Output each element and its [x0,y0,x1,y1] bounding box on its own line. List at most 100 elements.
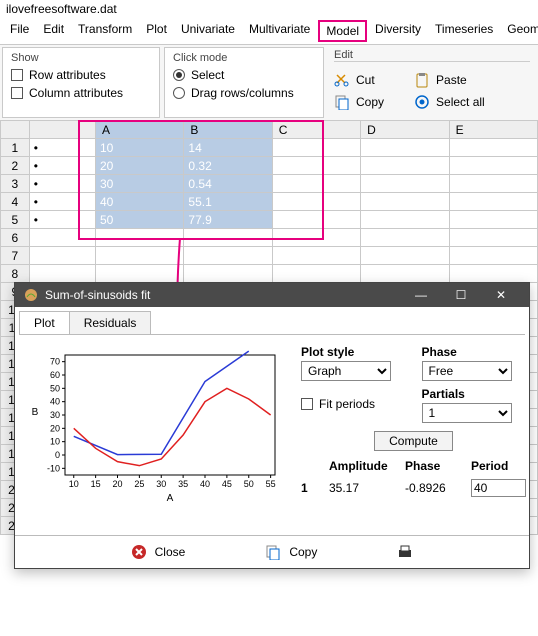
menu-multivariate[interactable]: Multivariate [243,20,316,42]
cell[interactable] [361,247,449,265]
maximize-button[interactable]: ☐ [441,288,481,302]
cell[interactable] [361,175,449,193]
drag-radio-label: Drag rows/columns [191,86,294,100]
select-radio[interactable]: Select [173,68,315,82]
col-header-A[interactable]: A [96,121,184,139]
paste-button[interactable]: Paste [414,72,485,88]
cell[interactable]: 0.32 [184,157,272,175]
cell[interactable] [361,157,449,175]
cell[interactable]: 20 [96,157,184,175]
row-header[interactable]: 4 [1,193,30,211]
close-button[interactable]: Close [131,544,186,560]
cell[interactable] [449,229,537,247]
result-phase: -0.8926 [405,481,455,495]
cell[interactable] [272,175,360,193]
cut-label: Cut [356,73,375,87]
cell[interactable] [272,247,360,265]
row-header[interactable]: 7 [1,247,30,265]
cell[interactable] [272,211,360,229]
row-label-cell[interactable] [29,265,95,283]
cell[interactable] [449,139,537,157]
col-header-D[interactable]: D [361,121,449,139]
dialog-titlebar[interactable]: Sum-of-sinusoids fit — ☐ ✕ [15,283,529,307]
phase-select[interactable]: Free [422,361,512,381]
select-all-button[interactable]: Select all [414,94,485,110]
cell[interactable] [184,229,272,247]
fit-periods-checkbox[interactable]: Fit periods [301,397,406,411]
print-button[interactable] [397,544,413,560]
copy-results-button[interactable]: Copy [265,544,317,560]
cell[interactable] [272,157,360,175]
menu-timeseries[interactable]: Timeseries [429,20,499,42]
menu-diversity[interactable]: Diversity [369,20,427,42]
row-label-cell[interactable]: • [29,211,95,229]
row-header[interactable]: 3 [1,175,30,193]
cut-button[interactable]: Cut [334,72,384,88]
cell[interactable] [361,193,449,211]
cell[interactable] [449,193,537,211]
menu-transform[interactable]: Transform [72,20,138,42]
menu-geomet[interactable]: Geomet [501,20,538,42]
compute-button[interactable]: Compute [374,431,453,451]
cell[interactable]: 10 [96,139,184,157]
col-header-E[interactable]: E [449,121,537,139]
menu-edit[interactable]: Edit [37,20,70,42]
svg-text:50: 50 [50,383,60,393]
col-header-B[interactable]: B [184,121,272,139]
cell[interactable]: 50 [96,211,184,229]
tab-plot[interactable]: Plot [19,311,70,334]
row-attributes-checkbox[interactable]: Row attributes [11,68,151,82]
cell[interactable] [361,265,449,283]
partials-select[interactable]: 1 [422,403,512,423]
row-header[interactable]: 2 [1,157,30,175]
minimize-button[interactable]: — [401,288,441,302]
menu-model[interactable]: Model [318,20,367,42]
row-header[interactable]: 8 [1,265,30,283]
menu-file[interactable]: File [4,20,35,42]
cell[interactable] [449,247,537,265]
row-label-cell[interactable] [29,247,95,265]
cell[interactable]: 30 [96,175,184,193]
menu-plot[interactable]: Plot [140,20,173,42]
copy-button[interactable]: Copy [334,94,384,110]
cell[interactable]: 77.9 [184,211,272,229]
cell[interactable] [449,175,537,193]
row-label-cell[interactable] [29,229,95,247]
cell[interactable] [449,265,537,283]
row-header[interactable]: 6 [1,229,30,247]
row-label-cell[interactable]: • [29,175,95,193]
cell[interactable]: 14 [184,139,272,157]
row-label-cell[interactable]: • [29,139,95,157]
cell[interactable] [272,193,360,211]
drag-radio[interactable]: Drag rows/columns [173,86,315,100]
row-label-cell[interactable]: • [29,157,95,175]
cell[interactable] [272,139,360,157]
close-window-button[interactable]: ✕ [481,288,521,302]
cell[interactable]: 40 [96,193,184,211]
row-header[interactable]: 1 [1,139,30,157]
cell[interactable] [361,139,449,157]
row-label-cell[interactable]: • [29,193,95,211]
tab-residuals[interactable]: Residuals [69,311,152,334]
cell[interactable] [96,229,184,247]
cell[interactable] [449,211,537,229]
cell[interactable]: 0.54 [184,175,272,193]
col-header-C[interactable]: C [272,121,360,139]
cell[interactable] [96,247,184,265]
cell[interactable]: 55.1 [184,193,272,211]
cell[interactable] [449,157,537,175]
cell[interactable] [272,265,360,283]
cell[interactable] [272,229,360,247]
column-attributes-checkbox[interactable]: Column attributes [11,86,151,100]
cell[interactable] [184,247,272,265]
cell[interactable] [361,229,449,247]
svg-text:10: 10 [69,479,79,489]
result-period-input[interactable] [471,479,526,497]
menu-univariate[interactable]: Univariate [175,20,241,42]
cell[interactable] [361,211,449,229]
cell[interactable] [184,265,272,283]
row-header[interactable]: 5 [1,211,30,229]
cell[interactable] [96,265,184,283]
window-title: ilovefreesoftware.dat [0,0,538,18]
plot-style-select[interactable]: Graph [301,361,391,381]
